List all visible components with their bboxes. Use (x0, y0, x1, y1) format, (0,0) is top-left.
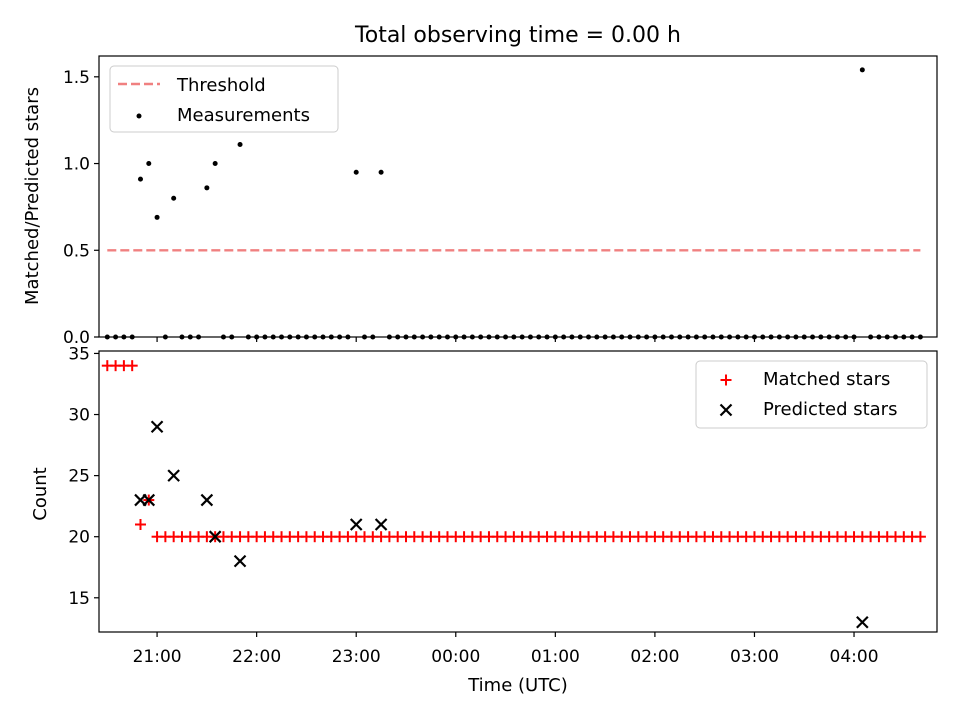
legend-matched-label: Matched stars (763, 369, 890, 390)
predicted-star-point (233, 554, 247, 568)
x-tick-label: 01:00 (531, 647, 580, 667)
bottom-axes-frame (98, 350, 938, 633)
top-y-tick-label: 1.0 (63, 155, 90, 175)
legend-measurements-swatch (136, 113, 142, 119)
matched-star-point (134, 518, 146, 530)
top-panel: Matched/Predicted stars 0.0 0.5 1.0 1.5 Thr… (22, 55, 938, 348)
measurement-point (237, 141, 243, 147)
predicted-star-point (150, 420, 164, 434)
bottom-y-tick-label: 30 (68, 406, 90, 426)
predicted-star-point (167, 469, 180, 482)
x-tick-label: 22:00 (232, 647, 281, 667)
bottom-x-ticks: 21:00 22:00 23:00 00:00 01:00 02:00 03:00 04:00 (133, 632, 879, 667)
measurement-point (859, 67, 865, 73)
count-points (101, 360, 926, 629)
bottom-legend-box (695, 360, 928, 429)
x-tick-label: 03:00 (730, 647, 779, 667)
x-tick-label: 02:00 (630, 647, 679, 667)
predicted-star-point (349, 518, 363, 531)
predicted-star-point (142, 493, 156, 507)
top-y-tick-label: 0.0 (63, 328, 90, 348)
legend-predicted-label: Predicted stars (763, 399, 897, 420)
bottom-legend: Matched stars Predicted stars (695, 360, 928, 429)
measurement-point (146, 161, 152, 167)
bottom-y-tick-label: 35 (68, 344, 90, 364)
top-legend: Threshold Measurements (109, 65, 339, 133)
legend-predicted-swatch (719, 403, 733, 417)
top-axes-frame (98, 55, 938, 338)
legend-matched-marker (720, 374, 732, 386)
top-legend-box (109, 65, 339, 133)
predicted-star-point (374, 518, 388, 531)
top-y-tick-label: 1.5 (63, 68, 90, 88)
bottom-panel: Count 15 20 25 30 35 21:00 22:00 23:00 00:00 01:… (30, 344, 938, 667)
matched-star-point (914, 531, 926, 543)
top-y-tick-label: 0.5 (63, 241, 90, 261)
measurement-point (212, 161, 218, 167)
measurement-point (204, 185, 210, 191)
legend-predicted-marker (719, 403, 733, 417)
predicted-star-point (200, 493, 214, 507)
top-y-axis-label: Matched/Predicted stars (22, 87, 43, 305)
top-y-ticks: 0.0 0.5 1.0 1.5 (63, 68, 99, 348)
predicted-star-point (856, 615, 869, 629)
legend-threshold-label: Threshold (176, 75, 266, 96)
x-tick-label: 21:00 (133, 647, 182, 667)
bottom-y-axis-label: Count (30, 467, 51, 520)
measurement-point (154, 214, 160, 220)
bottom-y-tick-label: 15 (68, 589, 90, 609)
bottom-y-ticks: 15 20 25 30 35 (68, 344, 99, 609)
x-tick-label: 00:00 (431, 647, 480, 667)
measurement-point (137, 176, 143, 182)
legend-measurements-label: Measurements (177, 105, 310, 126)
measurement-point (353, 169, 359, 175)
bottom-y-tick-label: 25 (68, 467, 90, 487)
x-tick-label: 23:00 (332, 647, 381, 667)
measurement-point (171, 195, 177, 201)
measurement-point (378, 169, 384, 175)
bottom-y-tick-label: 20 (68, 528, 90, 548)
predicted-star-point (208, 530, 222, 543)
x-axis-label: Time (UTC) (467, 675, 568, 696)
legend-matched-swatch (720, 374, 732, 386)
chart-title: Total observing time = 0.00 h (354, 23, 681, 48)
x-tick-label: 04:00 (830, 647, 879, 667)
matched-star-point (126, 360, 138, 372)
